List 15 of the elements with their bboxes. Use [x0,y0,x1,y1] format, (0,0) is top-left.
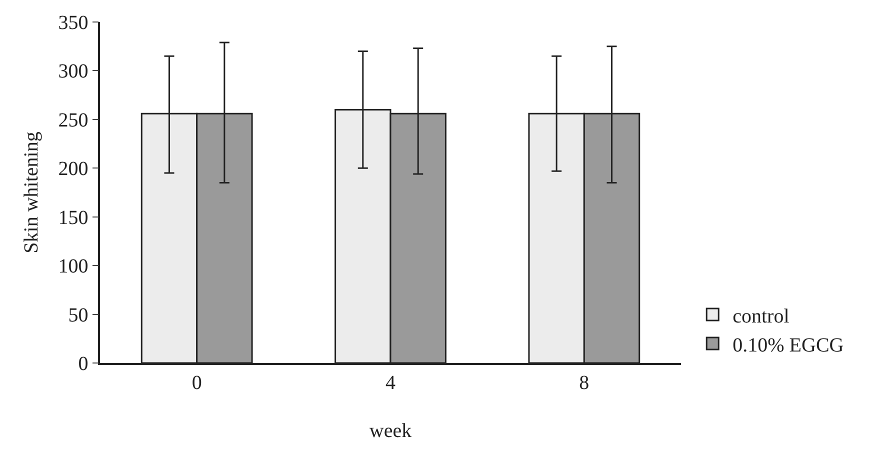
y-tick-label: 300 [58,60,88,83]
y-axis-title: Skin whitening [20,132,42,254]
legend-label: 0.10% EGCG [732,334,844,356]
y-tick-label: 100 [58,256,88,278]
y-tick-label: 150 [58,206,88,229]
x-axis-title: week [369,420,412,442]
y-tick-label: 250 [58,109,88,132]
x-tick-label: 8 [579,372,590,394]
x-tick-label: 4 [386,372,396,394]
y-tick-label: 50 [68,304,88,326]
x-tick-label: 0 [192,372,202,394]
y-tick-label: 350 [58,12,88,34]
y-tick-label: 0 [78,353,88,375]
y-tick-label: 200 [58,158,88,180]
legend-label: control [732,305,790,328]
